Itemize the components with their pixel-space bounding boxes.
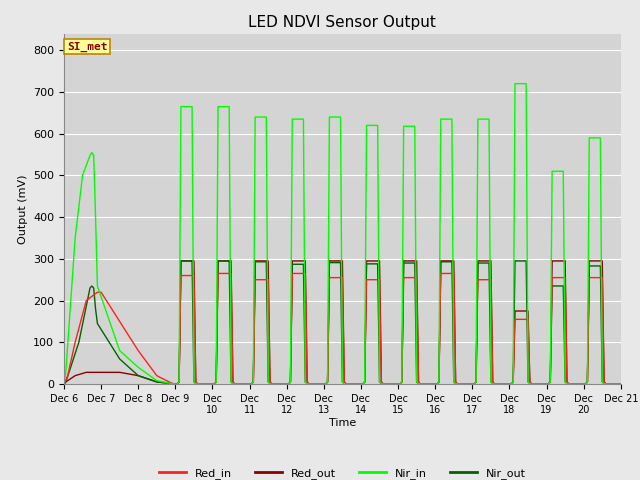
Legend: Red_in, Red_out, Nir_in, Nir_out: Red_in, Red_out, Nir_in, Nir_out xyxy=(154,464,531,480)
Text: SI_met: SI_met xyxy=(67,41,108,51)
Y-axis label: Output (mV): Output (mV) xyxy=(17,174,28,243)
X-axis label: Time: Time xyxy=(329,418,356,428)
Title: LED NDVI Sensor Output: LED NDVI Sensor Output xyxy=(248,15,436,30)
